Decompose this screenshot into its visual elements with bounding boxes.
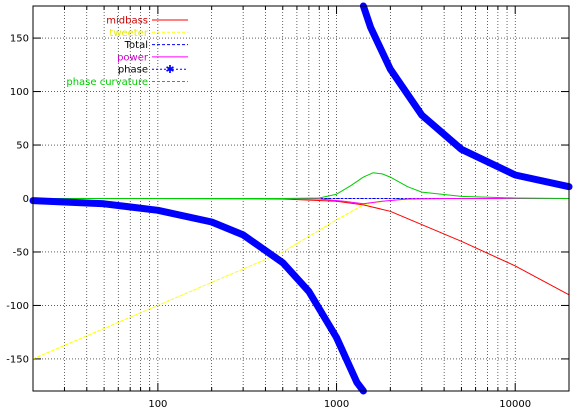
legend-marker-star-icon: ✱ bbox=[165, 63, 174, 76]
series-layer bbox=[29, 2, 573, 395]
x-tick-label: 10000 bbox=[499, 399, 531, 410]
legend-label-phase-curvature: phase curvature bbox=[66, 77, 148, 88]
x-tick-label: 1000 bbox=[324, 399, 349, 410]
y-tick-label: 0 bbox=[23, 194, 29, 205]
y-tick-label: 100 bbox=[10, 87, 29, 98]
series-line-phase bbox=[359, 2, 573, 191]
plot-border bbox=[32, 5, 570, 392]
legend-label-total: Total bbox=[124, 40, 148, 51]
y-tick-label: 50 bbox=[16, 141, 29, 152]
series-line-phase-curvature bbox=[32, 172, 570, 199]
legend-label-phase: phase bbox=[118, 65, 148, 76]
legend-label-tweeter: tweeter bbox=[109, 28, 148, 39]
y-tick-label: -100 bbox=[6, 301, 29, 312]
y-tick-label: -50 bbox=[13, 247, 29, 258]
series-line-phase bbox=[29, 197, 367, 395]
y-tick-label: -150 bbox=[6, 354, 29, 365]
y-tick-label: 150 bbox=[10, 34, 29, 45]
legend-label-power: power bbox=[117, 52, 149, 63]
legend-label-midbass: midbass bbox=[106, 16, 148, 27]
x-tick-label: 100 bbox=[148, 399, 167, 410]
axis-ticks: -150 -100 -50 0 50 100 150 100 1000 10000 bbox=[6, 6, 570, 410]
